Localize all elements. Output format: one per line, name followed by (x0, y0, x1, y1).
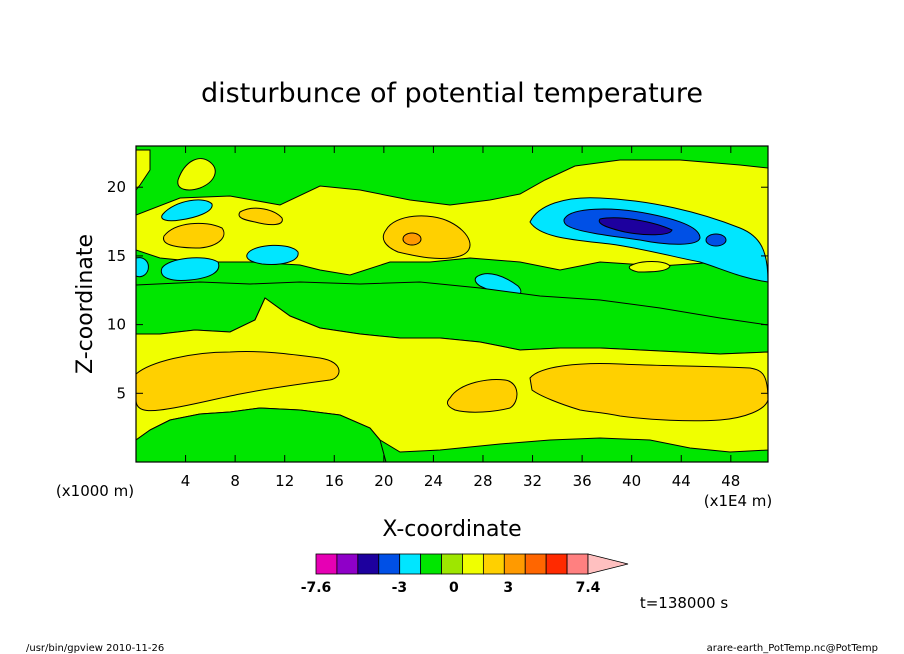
colorbar-swatch (524, 553, 547, 575)
region-upper-orange-center (382, 215, 471, 260)
x-tick-label: 48 (721, 472, 740, 490)
x-tick-label: 16 (325, 472, 344, 490)
region-cyan-edge (136, 257, 149, 278)
y-tick-label: 20 (107, 178, 126, 196)
colorbar-swatch (566, 553, 589, 575)
colorbar-swatch (357, 553, 380, 575)
colorbar-tick-label: -7.6 (301, 580, 332, 596)
region-blue-small (705, 233, 727, 247)
colorbar-swatch (545, 553, 568, 575)
region-cyan-left-low (160, 257, 220, 281)
region-upper-yellow (136, 159, 768, 276)
colorbar-swatch (336, 553, 359, 575)
colorbar-tick-label: -3 (392, 580, 408, 596)
x-tick-label: 44 (672, 472, 691, 490)
region-upper-left-yellow (136, 149, 151, 191)
contour-field (136, 146, 768, 462)
region-upper-orange-left (163, 222, 225, 249)
y-tick-label: 10 (107, 316, 126, 334)
x-tick-label: 12 (275, 472, 294, 490)
region-lower-orange-right (529, 363, 768, 422)
y-tick-label: 5 (116, 384, 126, 402)
colorbar-tick-label: 0 (449, 580, 459, 596)
region-upper-orange-small (238, 207, 283, 226)
region-lower-left-green (136, 407, 387, 462)
plot-frame (135, 145, 769, 463)
colorbar-tick-label: 3 (503, 580, 513, 596)
x-tick-label: 36 (573, 472, 592, 490)
colorbar-extend-triangle (587, 553, 629, 575)
colorbar-swatch (399, 553, 422, 575)
y-axis-ticks: 5 10 15 20 (107, 178, 768, 402)
x-tick-label: 32 (523, 472, 542, 490)
y-axis-title: Z-coordinate (73, 234, 98, 374)
region-upper-yellow-blob (177, 158, 216, 191)
region-upper-orange-core (402, 232, 422, 246)
x-unit-label: (x1E4 m) (704, 492, 773, 510)
y-unit-label: (x1000 m) (56, 482, 134, 500)
x-tick-label: 24 (424, 472, 443, 490)
colorbar-swatch (503, 553, 526, 575)
region-lower-orange-left (136, 350, 340, 412)
colorbar-swatch (378, 553, 401, 575)
chart-title: disturbunce of potential temperature (201, 78, 703, 109)
footer-left: /usr/bin/gpview 2010-11-26 (26, 643, 164, 654)
y-tick-label: 15 (107, 247, 126, 265)
x-axis-title: X-coordinate (382, 517, 521, 542)
colorbar (315, 553, 629, 575)
x-axis-ticks: 4 8 12 16 20 24 28 32 36 40 44 48 (181, 146, 740, 490)
region-cyan-left-mid (246, 244, 299, 265)
time-label: t=138000 s (640, 594, 728, 612)
colorbar-swatch (482, 553, 505, 575)
region-cyan-left-upper (161, 199, 213, 222)
colorbar-swatch (462, 553, 484, 575)
x-tick-label: 40 (622, 472, 641, 490)
colorbar-swatch (420, 553, 442, 575)
x-tick-label: 8 (230, 472, 240, 490)
x-tick-label: 4 (181, 472, 191, 490)
colorbar-tick-labels: -7.6 -3 0 3 7.4 (301, 580, 601, 596)
colorbar-swatch (315, 553, 338, 575)
region-upper-yellow-spot (628, 261, 671, 273)
x-tick-label: 20 (374, 472, 393, 490)
region-lower-orange-center (446, 379, 518, 413)
colorbar-swatch (441, 553, 463, 575)
x-tick-label: 28 (473, 472, 492, 490)
colorbar-tick-label: 7.4 (576, 580, 601, 596)
footer-right: arare-earth_PotTemp.nc@PotTemp (707, 643, 878, 654)
region-navy-core (598, 217, 673, 236)
